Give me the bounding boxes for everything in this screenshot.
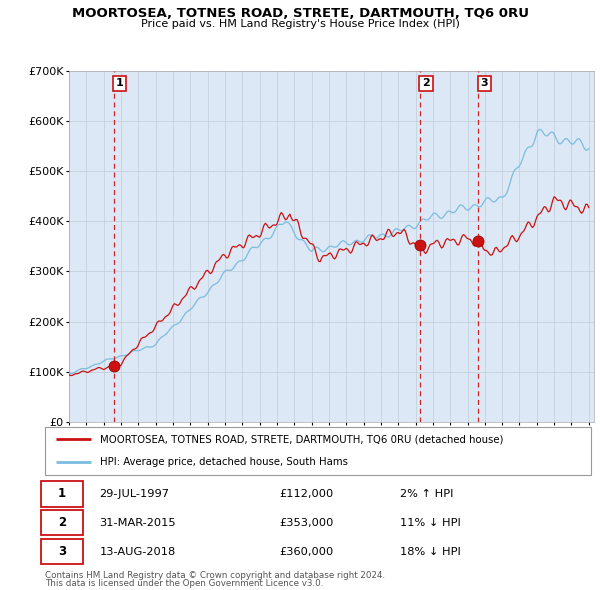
Text: 11% ↓ HPI: 11% ↓ HPI	[400, 518, 461, 527]
Text: 3: 3	[481, 78, 488, 88]
Text: 1: 1	[116, 78, 124, 88]
Text: 31-MAR-2015: 31-MAR-2015	[100, 518, 176, 527]
FancyBboxPatch shape	[41, 481, 83, 507]
Text: £112,000: £112,000	[280, 489, 334, 499]
FancyBboxPatch shape	[41, 539, 83, 564]
Text: MOORTOSEA, TOTNES ROAD, STRETE, DARTMOUTH, TQ6 0RU (detached house): MOORTOSEA, TOTNES ROAD, STRETE, DARTMOUT…	[100, 434, 503, 444]
Text: 29-JUL-1997: 29-JUL-1997	[100, 489, 170, 499]
Text: £353,000: £353,000	[280, 518, 334, 527]
Text: 1: 1	[58, 487, 66, 500]
Text: 13-AUG-2018: 13-AUG-2018	[100, 546, 176, 556]
Text: 2: 2	[58, 516, 66, 529]
Text: This data is licensed under the Open Government Licence v3.0.: This data is licensed under the Open Gov…	[45, 579, 323, 588]
Text: MOORTOSEA, TOTNES ROAD, STRETE, DARTMOUTH, TQ6 0RU: MOORTOSEA, TOTNES ROAD, STRETE, DARTMOUT…	[71, 7, 529, 20]
Text: 18% ↓ HPI: 18% ↓ HPI	[400, 546, 461, 556]
FancyBboxPatch shape	[45, 427, 591, 475]
Text: £360,000: £360,000	[280, 546, 334, 556]
Text: 2% ↑ HPI: 2% ↑ HPI	[400, 489, 454, 499]
Text: 3: 3	[58, 545, 66, 558]
Text: 2: 2	[422, 78, 430, 88]
Text: Contains HM Land Registry data © Crown copyright and database right 2024.: Contains HM Land Registry data © Crown c…	[45, 571, 385, 579]
Text: HPI: Average price, detached house, South Hams: HPI: Average price, detached house, Sout…	[100, 457, 347, 467]
Text: Price paid vs. HM Land Registry's House Price Index (HPI): Price paid vs. HM Land Registry's House …	[140, 19, 460, 30]
FancyBboxPatch shape	[41, 510, 83, 535]
